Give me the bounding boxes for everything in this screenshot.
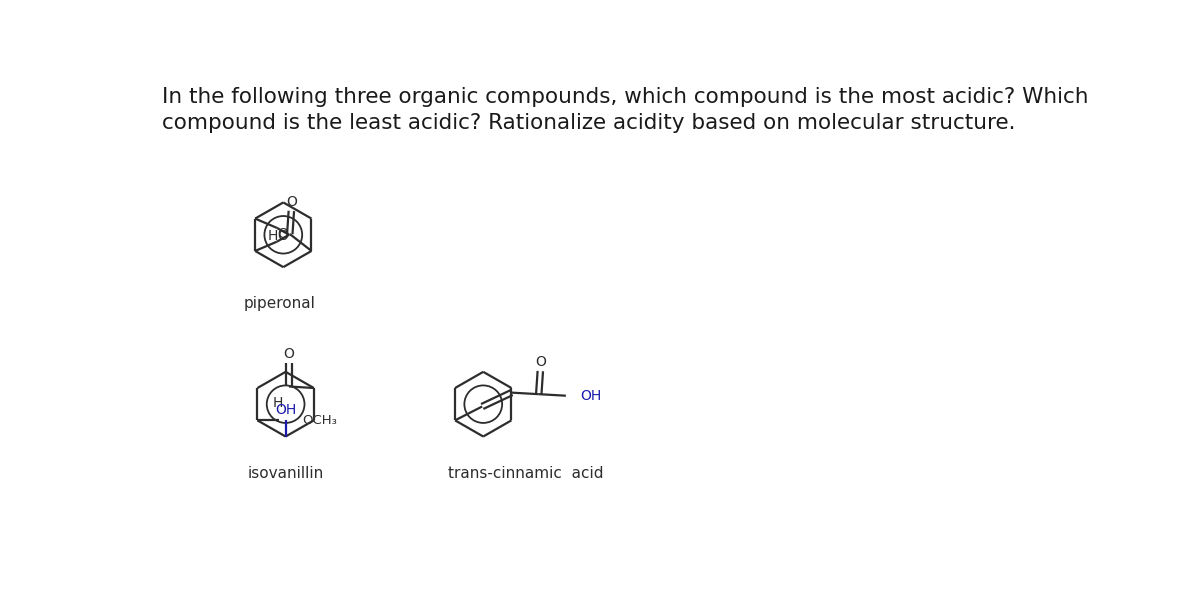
Text: piperonal: piperonal xyxy=(244,297,316,311)
Text: O: O xyxy=(535,355,546,369)
Text: O: O xyxy=(277,227,288,241)
Text: trans-cinnamic  acid: trans-cinnamic acid xyxy=(448,466,604,481)
Text: O: O xyxy=(277,228,288,242)
Text: H: H xyxy=(268,228,278,242)
Text: H: H xyxy=(272,396,283,410)
Text: OH: OH xyxy=(580,389,601,403)
Text: OCH₃: OCH₃ xyxy=(302,414,337,427)
Text: isovanillin: isovanillin xyxy=(247,466,324,481)
Text: O: O xyxy=(286,195,296,209)
Text: O: O xyxy=(283,347,294,361)
Text: compound is the least acidic? Rationalize acidity based on molecular structure.: compound is the least acidic? Rationaliz… xyxy=(162,113,1015,133)
Text: In the following three organic compounds, which compound is the most acidic? Whi: In the following three organic compounds… xyxy=(162,87,1088,107)
Text: OH: OH xyxy=(275,403,296,417)
